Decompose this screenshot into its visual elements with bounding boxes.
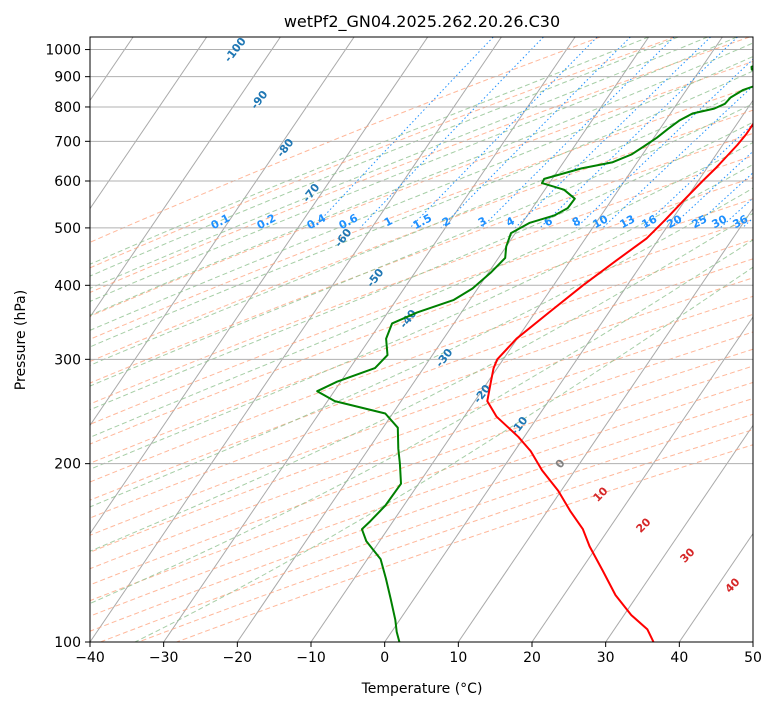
x-tick-label: 50 — [744, 650, 762, 666]
mixing-ratio-label: 25 — [690, 212, 710, 231]
dry-adiabat — [90, 109, 753, 363]
dry-adiabat — [90, 313, 753, 553]
y-tick-label: 200 — [54, 457, 81, 473]
y-tick-label: 700 — [54, 134, 81, 150]
y-tick-label: 800 — [54, 100, 81, 116]
moist-adiabats — [90, 37, 753, 642]
dry-adiabat — [100, 413, 753, 642]
dry-adiabat — [90, 132, 753, 384]
x-tick-label: −30 — [149, 650, 179, 666]
isotherm-line — [90, 37, 429, 535]
isotherm-line — [678, 532, 753, 642]
temperature-line — [486, 122, 753, 642]
dry-adiabat — [90, 331, 753, 570]
x-axis: −40 −30 −20 −10 0 10 20 30 40 50 — [75, 642, 762, 666]
mixing-ratio-line — [514, 37, 711, 229]
mixing-ratio-line — [409, 37, 598, 229]
y-axis-title: Pressure (hPa) — [13, 290, 29, 390]
dry-adiabats — [90, 37, 753, 642]
mixing-ratio-label: 36 — [731, 212, 751, 231]
mixing-ratio-label: 13 — [618, 212, 638, 231]
mixing-ratio-line — [440, 37, 631, 229]
mixing-ratio-label: 16 — [640, 212, 660, 231]
y-tick-label: 900 — [54, 70, 81, 86]
x-tick-label: 20 — [523, 650, 541, 666]
dry-adiabat — [90, 218, 753, 464]
x-tick-label: −10 — [296, 650, 326, 666]
isotherm-line — [384, 99, 753, 642]
mixing-ratio-line — [692, 172, 753, 229]
moist-adiabat — [90, 42, 753, 316]
line-labels: 0.1 0.2 0.4 0.6 1 1.5 2 3 4 6 8 10 13 16 20 25 30 36-100-… — [209, 37, 751, 596]
isotherm-line — [90, 37, 355, 427]
dry-adiabat — [90, 397, 753, 632]
x-tick-label: −40 — [75, 650, 105, 666]
isotherm-line — [605, 424, 753, 642]
isotherm-line — [531, 316, 753, 642]
x-tick-label: 0 — [380, 650, 389, 666]
mixing-ratio-line — [359, 37, 544, 229]
x-tick-label: 30 — [597, 650, 615, 666]
y-tick-label: 500 — [54, 221, 81, 237]
plot-area: 0.1 0.2 0.4 0.6 1 1.5 2 3 4 6 8 10 13 16 20 25 30 36-100-… — [90, 37, 753, 642]
y-tick-label: 1000 — [45, 43, 81, 59]
isotherm-line — [236, 37, 650, 642]
moist-adiabat — [90, 212, 753, 552]
moist-adiabat — [90, 37, 708, 289]
moist-adiabat — [90, 37, 649, 265]
moist-adiabat — [90, 70, 753, 348]
moist-adiabat — [90, 121, 753, 411]
isotherm-line — [457, 207, 753, 642]
y-axis: 100 200 300 400 500 600 700 800 900 1000 — [45, 43, 90, 651]
moist-adiabat — [134, 266, 753, 642]
moist-adiabat — [90, 187, 753, 508]
x-axis-title: Temperature (°C) — [361, 681, 483, 697]
mixing-ratio-line — [539, 37, 738, 229]
isotherm-line — [90, 37, 281, 318]
dry-adiabat — [138, 429, 753, 642]
mixing-ratio-label: 20 — [665, 212, 685, 231]
dry-adiabat — [90, 177, 753, 425]
y-tick-label: 600 — [54, 174, 81, 190]
y-tick-label: 400 — [54, 278, 81, 294]
sounding-series — [316, 65, 753, 642]
isotherm-line — [90, 37, 502, 642]
mixing-ratio-label: 10 — [591, 212, 611, 231]
x-tick-label: 10 — [449, 650, 467, 666]
mixing-ratio-line — [312, 37, 494, 229]
moist-adiabat — [90, 141, 753, 438]
dewpoint-line — [316, 65, 753, 642]
mixing-ratio-lines — [312, 37, 753, 229]
moist-adiabat — [90, 37, 679, 277]
dry-adiabat — [90, 295, 753, 536]
chart-title: wetPf2_GN04.2025.262.20.26.C30 — [284, 12, 560, 32]
plot-frame — [89, 36, 754, 643]
y-tick-label: 300 — [54, 352, 81, 368]
isotherm-line — [90, 37, 208, 210]
mixing-ratio-label: 30 — [710, 212, 730, 231]
pressure-grid — [90, 49, 753, 642]
dry-adiabat — [90, 381, 753, 617]
x-tick-label: −20 — [223, 650, 253, 666]
isotherm-line — [163, 37, 576, 642]
dry-adiabat — [90, 155, 753, 405]
y-tick-label: 100 — [54, 635, 81, 651]
x-tick-label: 40 — [670, 650, 688, 666]
